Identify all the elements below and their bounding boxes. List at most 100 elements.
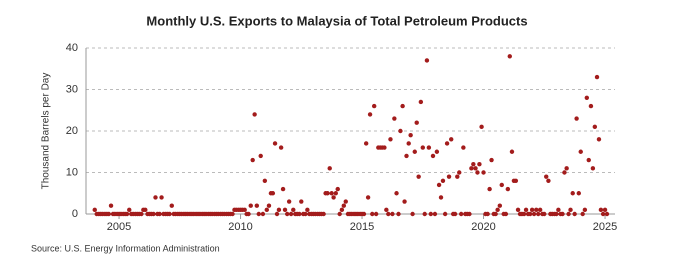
point [167, 211, 172, 217]
point [286, 199, 292, 204]
x-tick-label: 2025 [593, 221, 617, 233]
point [254, 203, 260, 208]
point [406, 141, 411, 146]
point [477, 162, 482, 167]
point [546, 178, 551, 183]
point [151, 211, 156, 217]
point [556, 207, 561, 213]
point [594, 74, 600, 80]
point [299, 199, 304, 204]
point [143, 207, 148, 213]
point [157, 211, 162, 217]
point [523, 207, 529, 213]
point [169, 203, 174, 208]
point [481, 170, 486, 175]
y-tick-label: 30 [66, 83, 78, 95]
point [127, 207, 132, 213]
point [568, 207, 573, 213]
x-tick-label: 2015 [350, 221, 374, 233]
point [499, 182, 504, 188]
point [422, 211, 427, 217]
point [278, 145, 284, 150]
point [337, 211, 342, 217]
point [390, 211, 395, 217]
source-note: Source: U.S. Energy Information Administ… [31, 243, 220, 253]
y-tick-label: 40 [66, 42, 78, 54]
point [497, 203, 503, 208]
point [305, 207, 310, 213]
point [560, 211, 565, 217]
point [272, 141, 278, 146]
point [479, 124, 484, 130]
point [329, 191, 334, 196]
point [384, 207, 389, 213]
point [521, 211, 527, 217]
point [291, 207, 296, 213]
point [325, 191, 330, 196]
point [572, 211, 577, 217]
point [388, 137, 393, 142]
point [242, 207, 247, 213]
point [493, 211, 498, 217]
point [418, 99, 424, 105]
point [531, 211, 537, 217]
point [536, 211, 541, 217]
point [428, 211, 434, 217]
point [288, 211, 294, 217]
point [475, 170, 480, 175]
point [495, 207, 500, 213]
point [367, 112, 373, 117]
point [513, 178, 519, 183]
point [436, 182, 442, 188]
point [430, 153, 436, 159]
chart-title: Monthly U.S. Exports to Malaysia of Tota… [146, 13, 527, 28]
point [331, 195, 336, 200]
point [434, 149, 440, 154]
point [230, 211, 235, 217]
point [455, 174, 460, 179]
point [124, 211, 130, 217]
point [400, 103, 405, 109]
point [420, 145, 425, 150]
point [590, 166, 596, 171]
point [461, 145, 466, 150]
point [335, 186, 340, 192]
point [270, 191, 276, 196]
point [303, 211, 308, 217]
point [432, 211, 438, 217]
point [505, 186, 511, 192]
point [92, 207, 97, 213]
point [485, 211, 490, 217]
point [596, 137, 602, 142]
point [264, 207, 269, 213]
point [471, 162, 476, 167]
point [321, 211, 326, 217]
point [327, 166, 332, 171]
point [507, 54, 512, 59]
point [537, 207, 543, 213]
point [250, 157, 255, 163]
point [284, 211, 290, 217]
point [248, 203, 253, 208]
x-tick-label: 2020 [471, 221, 495, 233]
y-tick-label: 20 [66, 125, 78, 137]
point [343, 199, 348, 204]
point [442, 211, 448, 217]
point [527, 211, 533, 217]
point [487, 186, 492, 192]
point [382, 145, 387, 150]
point [398, 128, 403, 134]
point [412, 149, 417, 154]
point [262, 178, 268, 183]
point [297, 211, 302, 217]
x-tick-label: 2010 [228, 221, 252, 233]
point [564, 166, 569, 171]
point [341, 203, 347, 208]
point [458, 211, 464, 217]
point [371, 103, 377, 109]
point [394, 191, 399, 196]
point [339, 207, 345, 213]
point [602, 207, 608, 213]
point [562, 170, 567, 175]
